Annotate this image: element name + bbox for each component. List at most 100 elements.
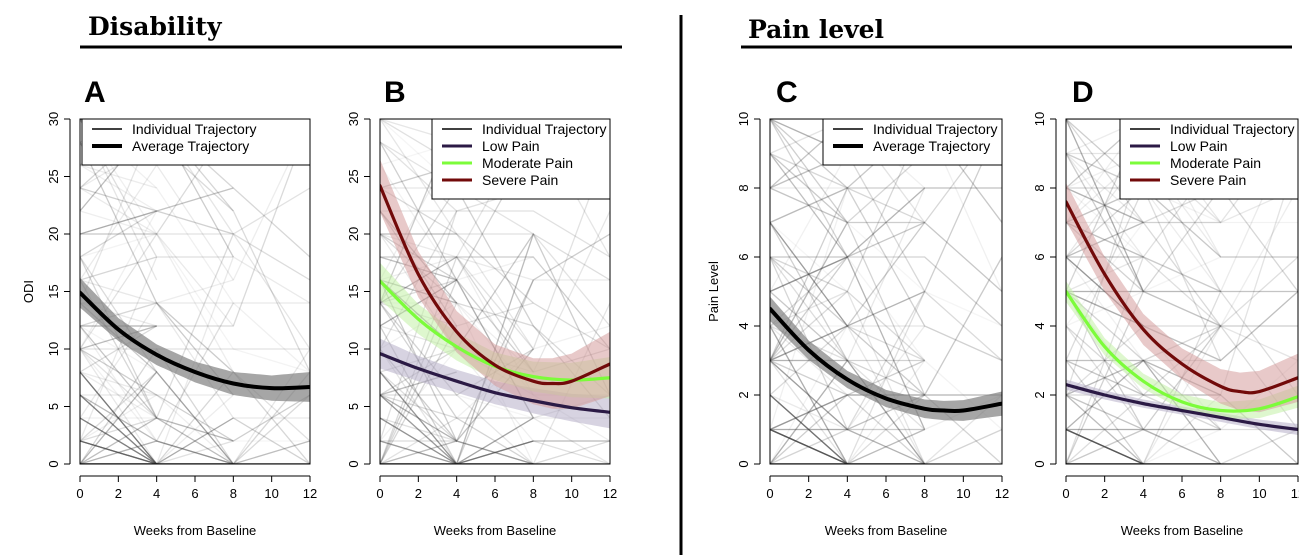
individual-trajectory-line [1066, 290, 1221, 464]
individual-trajectory-line [1066, 428, 1221, 464]
individual-trajectory-line [80, 371, 158, 419]
individual-trajectory-line [380, 440, 610, 464]
individual-trajectory-line [80, 394, 234, 464]
individual-trajectory-line [770, 222, 848, 292]
individual-trajectory-line [380, 440, 457, 464]
x-tick-label: 10 [564, 486, 578, 501]
individual-trajectory-line [80, 417, 310, 464]
legend-label: Average Trajectory [132, 138, 249, 154]
individual-trajectory-line [770, 187, 926, 327]
confidence-band [1066, 182, 1298, 413]
panel-letter: A [84, 76, 106, 109]
legend-label: Average Trajectory [873, 138, 990, 154]
legend-label: Moderate Pain [1170, 155, 1261, 171]
y-axis: 0 2 4 6 8 10 [736, 112, 761, 468]
y-axis: 0 5 10 15 20 25 30 [346, 112, 371, 468]
x-tick-label: 0 [76, 486, 83, 501]
y-tick-label: 0 [1032, 460, 1047, 467]
individual-trajectory-line [80, 187, 234, 350]
individual-trajectory-line [770, 290, 1002, 464]
y-tick-label: 15 [46, 284, 61, 298]
individual-trajectory-line [380, 417, 534, 464]
individual-trajectory-line [770, 325, 848, 396]
individual-trajectory-line [380, 325, 610, 464]
individual-trajectory-line [1066, 428, 1221, 464]
individual-trajectory-line [80, 394, 234, 464]
individual-trajectory-line [80, 371, 234, 396]
individual-trajectory-line [380, 394, 458, 442]
individual-trajectory-line [380, 233, 534, 464]
individual-trajectory-line [80, 187, 234, 327]
x-axis: 0 2 4 6 8 10 12 [766, 475, 1009, 501]
individual-trajectory-line [770, 222, 925, 362]
individual-trajectory-line [80, 370, 310, 464]
legend-box [1119, 118, 1299, 200]
individual-trajectory-line [80, 302, 310, 442]
individual-trajectory-line [380, 325, 610, 464]
individual-trajectory-line [770, 221, 1002, 292]
individual-trajectory-line [80, 256, 157, 281]
section-title-disability: Disability [88, 12, 223, 41]
individual-trajectory-line [1066, 256, 1298, 362]
individual-trajectory-line [1066, 394, 1298, 464]
individual-trajectory-line [80, 348, 310, 464]
y-tick-label: 0 [346, 460, 361, 467]
y-tick-label: 8 [1032, 184, 1047, 191]
individual-trajectory-line [770, 187, 848, 224]
x-tick-label: 12 [995, 486, 1009, 501]
panel-letter: C [776, 76, 798, 109]
individual-trajectory-line [770, 325, 848, 464]
individual-trajectory-line [770, 394, 926, 464]
individual-trajectory-line [80, 440, 234, 464]
individual-trajectory-line [770, 187, 1002, 327]
individual-trajectory-line [770, 428, 925, 464]
y-tick-label: 6 [736, 253, 751, 260]
y-tick-label: 2 [1032, 391, 1047, 398]
individual-trajectory-line [770, 119, 1002, 293]
x-tick-label: 10 [264, 486, 278, 501]
individual-trajectory-line [770, 153, 926, 430]
individual-trajectory-line [770, 394, 925, 464]
individual-trajectory-line [80, 440, 157, 464]
individual-trajectory-line [80, 210, 157, 235]
individual-trajectory-line [1066, 428, 1298, 464]
individual-trajectory-line [770, 256, 848, 361]
individual-trajectory-line [80, 119, 310, 350]
legend-label: Individual Trajectory [873, 121, 998, 137]
legend-label: Moderate Pain [482, 155, 573, 171]
x-axis: 0 2 4 6 8 10 12 [1062, 475, 1299, 501]
individual-trajectory-line [80, 210, 234, 373]
individual-trajectory-line [380, 233, 610, 327]
individual-trajectory-line [1066, 187, 1298, 362]
x-axis-label: Weeks from Baseline [134, 523, 257, 538]
individual-trajectory-line [380, 279, 458, 327]
individual-trajectory-line [770, 153, 848, 223]
series-line-low-pain [380, 352, 610, 414]
y-tick-label: 4 [736, 322, 751, 329]
individual-trajectory-line [80, 187, 234, 235]
individual-trajectory-line [80, 417, 158, 464]
individual-trajectory-line [1066, 394, 1221, 431]
series-line-average [770, 306, 1002, 414]
individual-trajectory-line [380, 417, 610, 464]
individual-trajectory-line [80, 417, 310, 464]
individual-trajectory-line [380, 417, 458, 464]
panel-letter: B [384, 76, 406, 109]
x-axis-label: Weeks from Baseline [1121, 523, 1244, 538]
x-tick-label: 12 [603, 486, 617, 501]
individual-trajectory-line [380, 394, 534, 464]
x-tick-label: 10 [1252, 486, 1266, 501]
individual-trajectory-line [770, 325, 925, 396]
individual-trajectory-line [80, 325, 158, 442]
individual-trajectory-line [770, 153, 848, 258]
x-axis-label: Weeks from Baseline [434, 523, 557, 538]
individual-trajectory-line [80, 164, 157, 189]
individual-trajectory-line [80, 371, 310, 464]
individual-trajectory-line [380, 394, 534, 464]
individual-trajectory-line [770, 359, 926, 464]
individual-trajectory-line [380, 394, 534, 419]
y-axis-label: ODI [21, 280, 36, 303]
